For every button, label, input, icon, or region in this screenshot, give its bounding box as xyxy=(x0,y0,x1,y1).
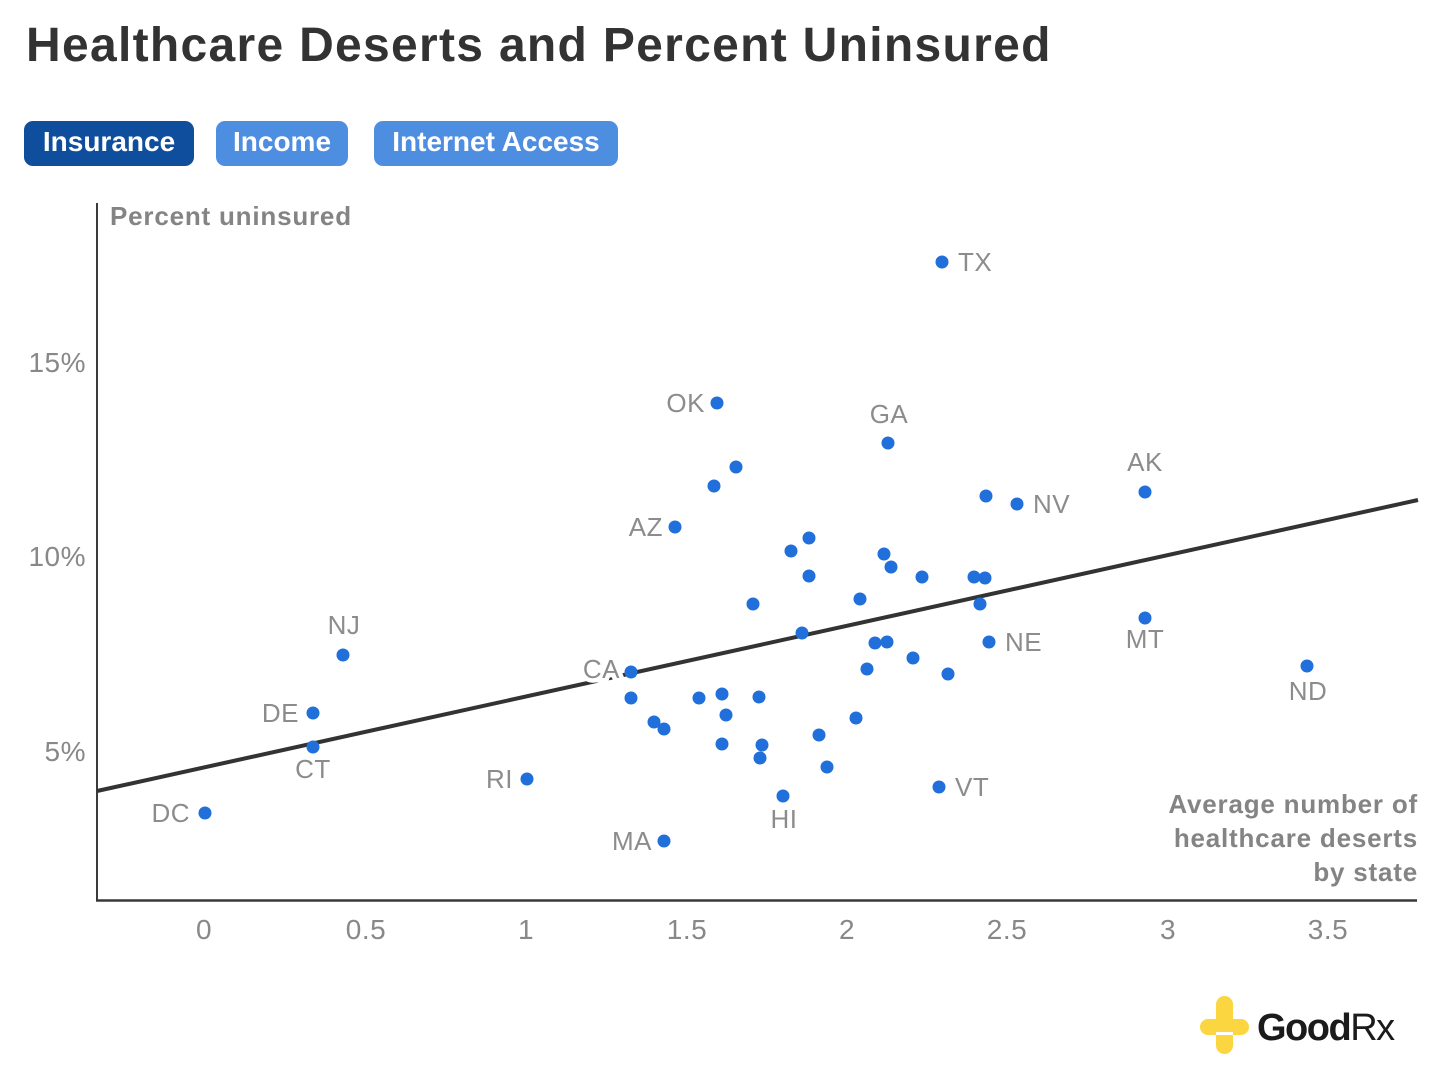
svg-text:RI: RI xyxy=(486,764,513,794)
svg-text:healthcare deserts: healthcare deserts xyxy=(1174,823,1418,853)
svg-text:NJ: NJ xyxy=(328,610,361,640)
svg-text:CT: CT xyxy=(295,754,331,784)
svg-text:AK: AK xyxy=(1127,447,1163,477)
svg-text:AZ: AZ xyxy=(629,512,663,542)
svg-text:5%: 5% xyxy=(45,736,86,767)
svg-text:0.5: 0.5 xyxy=(346,914,386,945)
svg-text:OK: OK xyxy=(666,388,705,418)
svg-text:2: 2 xyxy=(839,914,855,945)
svg-text:by state: by state xyxy=(1313,857,1418,887)
svg-text:Percent uninsured: Percent uninsured xyxy=(110,201,352,231)
svg-text:GoodRx: GoodRx xyxy=(1257,1007,1395,1049)
svg-text:1.5: 1.5 xyxy=(667,914,707,945)
svg-text:3.5: 3.5 xyxy=(1308,914,1348,945)
svg-text:Average number of: Average number of xyxy=(1168,789,1418,819)
svg-text:VT: VT xyxy=(955,772,989,802)
svg-text:HI: HI xyxy=(771,804,798,834)
svg-text:2.5: 2.5 xyxy=(987,914,1027,945)
svg-text:MA: MA xyxy=(612,826,652,856)
svg-text:DC: DC xyxy=(151,798,190,828)
svg-text:TX: TX xyxy=(958,247,992,277)
svg-text:CA: CA xyxy=(583,654,620,684)
svg-text:10%: 10% xyxy=(28,541,86,572)
svg-text:NV: NV xyxy=(1033,489,1070,519)
svg-text:DE: DE xyxy=(262,698,299,728)
svg-text:ND: ND xyxy=(1289,676,1328,706)
svg-text:0: 0 xyxy=(196,914,212,945)
svg-text:1: 1 xyxy=(518,914,534,945)
svg-text:GA: GA xyxy=(870,399,909,429)
svg-text:NE: NE xyxy=(1005,627,1042,657)
svg-text:15%: 15% xyxy=(28,347,86,378)
svg-text:3: 3 xyxy=(1160,914,1176,945)
svg-text:MT: MT xyxy=(1126,624,1165,654)
